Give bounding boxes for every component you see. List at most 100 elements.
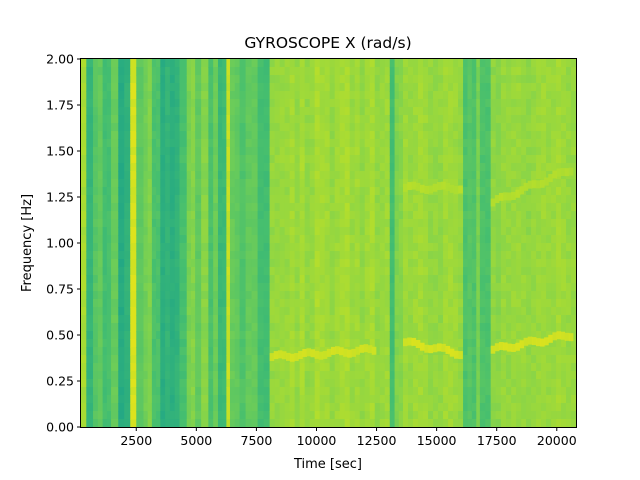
spectrogram-cell — [156, 163, 161, 172]
spectrogram-cell — [506, 307, 512, 316]
spectrogram-cell — [309, 195, 316, 204]
spectrogram-cell — [467, 315, 473, 324]
spectrogram-cell — [384, 219, 391, 228]
spectrogram-cell — [234, 115, 241, 124]
spectrogram-cell — [156, 243, 161, 252]
spectrogram-cell — [438, 403, 444, 412]
spectrogram-cell — [526, 259, 532, 268]
spectrogram-cell — [257, 403, 265, 412]
spectrogram-cell — [289, 131, 296, 140]
spectrogram-cell — [284, 75, 291, 84]
spectrogram-cell — [97, 187, 104, 196]
spectrogram-cell — [257, 411, 265, 420]
spectrogram-cell — [389, 331, 396, 340]
spectrogram-cell — [334, 227, 341, 236]
spectrogram-cell — [374, 187, 381, 196]
spectrogram-cell — [521, 347, 527, 356]
spectrogram-cell — [349, 163, 356, 172]
spectrogram-cell — [222, 203, 227, 212]
spectrogram-cell — [263, 307, 271, 316]
spectrogram-cell — [349, 403, 356, 412]
spectrogram-cell — [213, 59, 219, 68]
spectrogram-cell — [160, 395, 166, 404]
spectrogram-cell — [195, 379, 202, 388]
spectrogram-cell — [467, 275, 473, 284]
spectrogram-cell — [151, 211, 157, 220]
spectrogram-cell — [463, 67, 469, 76]
spectrogram-cell — [97, 147, 104, 156]
spectrogram-cell — [179, 99, 188, 108]
spectrogram-cell — [506, 387, 512, 396]
spectrogram-cell — [217, 227, 223, 236]
spectrogram-cell — [479, 91, 486, 100]
ridge-cell — [527, 180, 533, 189]
spectrogram-cell — [561, 99, 567, 108]
spectrogram-cell — [374, 291, 381, 300]
spectrogram-cell — [106, 107, 112, 116]
spectrogram-cell — [284, 187, 291, 196]
spectrogram-cell — [160, 347, 166, 356]
spectrogram-cell — [174, 211, 181, 220]
spectrogram-cell — [369, 331, 376, 340]
spectrogram-cell — [201, 403, 209, 412]
spectrogram-cell — [354, 267, 361, 276]
spectrogram-cell — [217, 115, 223, 124]
spectrogram-cell — [516, 131, 522, 140]
spectrogram-cell — [571, 99, 577, 108]
spectrogram-cell — [344, 235, 351, 244]
spectrogram-cell — [463, 339, 469, 348]
spectrogram-cell — [541, 355, 547, 364]
spectrogram-cell — [269, 171, 276, 180]
spectrogram-cell — [102, 387, 108, 396]
spectrogram-cell — [354, 291, 361, 300]
ridge-cell — [458, 185, 463, 194]
spectrogram-cell — [130, 187, 137, 196]
spectrogram-cell — [304, 131, 311, 140]
spectrogram-cell — [379, 147, 386, 156]
spectrogram-cell — [257, 283, 265, 292]
spectrogram-cell — [169, 259, 176, 268]
spectrogram-cell — [284, 235, 291, 244]
spectrogram-cell — [130, 403, 137, 412]
spectrogram-cell — [471, 211, 477, 220]
spectrogram-cell — [274, 323, 281, 332]
spectrogram-cell — [571, 195, 577, 204]
spectrogram-cell — [279, 323, 286, 332]
spectrogram-cell — [458, 155, 464, 164]
spectrogram-cell — [274, 139, 281, 148]
spectrogram-cell — [384, 251, 391, 260]
spectrogram-cell — [324, 267, 331, 276]
spectrogram-cell — [111, 75, 119, 84]
spectrogram-cell — [160, 371, 166, 380]
spectrogram-cell — [118, 163, 125, 172]
spectrogram-cell — [516, 227, 522, 236]
spectrogram-cell — [208, 291, 214, 300]
spectrogram-cell — [86, 83, 94, 92]
spectrogram-cell — [169, 83, 176, 92]
spectrogram-cell — [516, 331, 522, 340]
spectrogram-cell — [234, 179, 241, 188]
spectrogram-cell — [314, 179, 321, 188]
spectrogram-cell — [556, 211, 562, 220]
spectrogram-cell — [319, 371, 326, 380]
spectrogram-cell — [179, 411, 188, 420]
spectrogram-segment — [476, 59, 481, 428]
spectrogram-cell — [269, 91, 276, 100]
spectrogram-cell — [195, 179, 202, 188]
spectrogram-cell — [226, 59, 231, 68]
spectrogram-cell — [165, 291, 171, 300]
spectrogram-cell — [344, 99, 351, 108]
spectrogram-cell — [359, 163, 366, 172]
spectrogram-cell — [433, 371, 439, 380]
spectrogram-cell — [443, 371, 449, 380]
spectrogram-cell — [251, 323, 259, 332]
spectrogram-cell — [566, 107, 572, 116]
spectrogram-cell — [479, 131, 486, 140]
spectrogram-cell — [222, 59, 227, 68]
spectrogram-cell — [229, 179, 236, 188]
spectrogram-cell — [151, 315, 157, 324]
spectrogram-cell — [169, 363, 176, 372]
spectrogram-cell — [97, 115, 104, 124]
spectrogram-cell — [329, 195, 336, 204]
spectrogram-cell — [151, 107, 157, 116]
